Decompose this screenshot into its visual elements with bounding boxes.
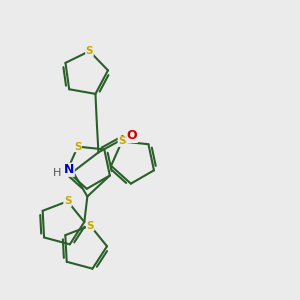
Text: H: H [53, 168, 61, 178]
Text: O: O [127, 129, 137, 142]
Text: S: S [64, 196, 71, 206]
Text: N: N [64, 163, 74, 176]
Text: S: S [86, 46, 93, 56]
Text: S: S [74, 142, 82, 152]
Text: S: S [118, 136, 126, 146]
Text: S: S [86, 220, 94, 231]
